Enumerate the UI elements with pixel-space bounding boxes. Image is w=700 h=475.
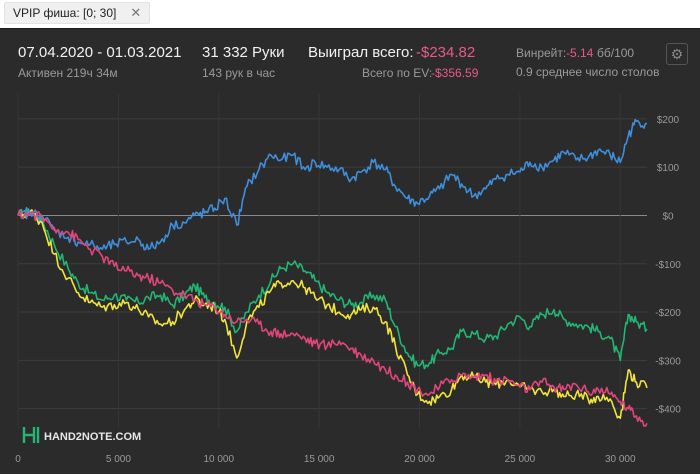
winrate-label: Винрейт: <box>516 46 567 60</box>
y-tick-label: $0 <box>662 211 674 222</box>
tab-label: VPIP фиша: [0; 30] <box>13 6 117 20</box>
series-line <box>17 118 648 251</box>
bankroll-chart: $200 $100 $0 -$100 -$200 -$300 -$400 0 5 000 10 0… <box>15 94 681 465</box>
chart-axes: $200 $100 $0 -$100 -$200 -$300 -$400 0 5 000 10 0… <box>15 115 681 465</box>
y-tick-label: $100 <box>657 163 680 174</box>
tab-bar: VPIP фиша: [0; 30] ✕ <box>0 0 700 28</box>
hands-count: 31 332 Руки <box>202 44 285 61</box>
active-time: Активен 219ч 34м <box>18 66 118 80</box>
y-tick-label: -$300 <box>655 356 681 367</box>
series-line <box>17 206 648 370</box>
won-total-value: -$234.82 <box>416 44 476 61</box>
tab-vpip-filter[interactable]: VPIP фиша: [0; 30] ✕ <box>4 2 151 24</box>
x-tick-label: 30 000 <box>605 454 636 465</box>
y-tick-label: -$200 <box>655 308 681 319</box>
x-tick-label: 15 000 <box>304 454 335 465</box>
ev-value: -$356.59 <box>431 66 479 80</box>
settings-button[interactable]: ⚙ <box>666 43 688 65</box>
ev-label: Всего по EV: <box>362 66 433 80</box>
x-tick-label: 5 000 <box>106 454 131 465</box>
chart-series <box>17 118 648 427</box>
logo-text: HAND2NOTE.COM <box>44 431 141 443</box>
logo-icon <box>22 427 40 443</box>
stats-header: 07.04.2020 - 01.03.2021 Активен 219ч 34м… <box>0 29 700 85</box>
hand2note-logo: HAND2NOTE.COM <box>22 427 141 443</box>
x-tick-label: 0 <box>15 454 21 465</box>
gear-icon: ⚙ <box>670 45 684 62</box>
date-range: 07.04.2020 - 01.03.2021 <box>18 44 182 61</box>
winrate-value: -5.14 <box>566 46 594 60</box>
graph-panel: 07.04.2020 - 01.03.2021 Активен 219ч 34м… <box>0 28 700 474</box>
x-tick-label: 10 000 <box>203 454 234 465</box>
close-icon[interactable]: ✕ <box>130 5 142 20</box>
won-total-label: Выиграл всего: <box>308 44 414 61</box>
winrate-unit: бб/100 <box>597 46 635 60</box>
x-tick-label: 25 000 <box>505 454 536 465</box>
hands-per-hour: 143 рук в час <box>202 66 276 80</box>
y-tick-label: $200 <box>657 115 680 126</box>
y-tick-label: -$400 <box>655 405 681 416</box>
average-tables: 0.9 среднее число столов <box>516 65 660 79</box>
x-tick-label: 20 000 <box>404 454 435 465</box>
y-tick-label: -$100 <box>655 260 681 271</box>
series-line <box>17 209 648 427</box>
